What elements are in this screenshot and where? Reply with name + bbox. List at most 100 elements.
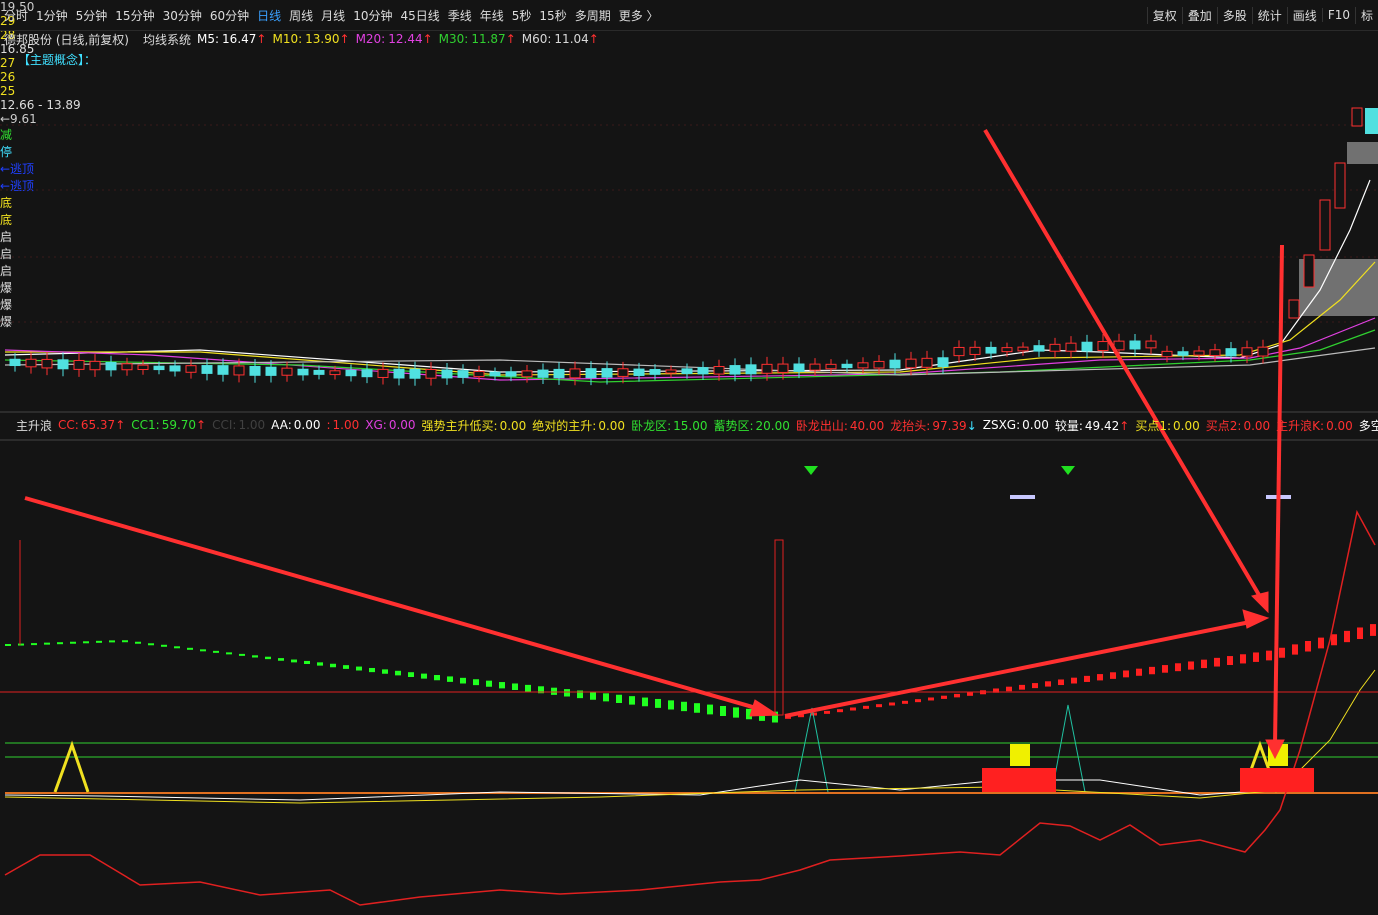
period-tab[interactable]: 日线 [257,8,282,23]
tool-button[interactable]: F10 [1321,8,1355,22]
shape [447,676,453,682]
period-tab[interactable]: 30分钟 [162,8,202,23]
period-tab[interactable]: 月线 [321,8,346,23]
period-tab[interactable]: 多周期 [574,8,611,23]
shape [9,358,21,367]
shape [649,369,661,375]
shape [1123,670,1129,678]
period-tab[interactable]: 分时 [4,8,29,23]
toolbar-right: 复权 叠加 多股 统计 画线 F10 标 [1146,0,1378,30]
ma-label: M20: [355,32,386,46]
indicator-item: CC: 65.37↑ [58,418,125,432]
shape [460,677,466,684]
candles [9,107,1378,386]
shape [1303,254,1315,288]
shape [694,703,700,713]
shape [1214,657,1220,667]
shape [18,643,24,646]
shape [313,369,325,375]
tool-button[interactable]: 统计 [1251,6,1287,24]
indicator-item: 龙抬头: 97.39↓ [890,417,976,434]
period-tab[interactable]: 1分钟 [36,8,68,23]
shape [233,365,245,376]
indicator-item: 强势主升低买: 0.00 [422,417,527,434]
period-tab[interactable]: 60分钟 [209,8,250,23]
shape [1177,351,1189,356]
shape [1370,624,1376,636]
period-tab[interactable]: 年线 [479,8,504,23]
tool-button[interactable]: 复权 [1146,6,1182,24]
shape [521,370,533,378]
item-value: 0.00 [1243,418,1271,433]
price-label: 29 [0,14,16,28]
period-tab[interactable]: 15分钟 [115,8,155,23]
shape [1241,347,1253,357]
annotation: 启 [0,264,13,278]
shape [89,360,101,371]
shape [733,707,739,718]
shape [395,670,401,676]
shape [1188,661,1194,670]
period-tab[interactable]: 10分钟 [353,8,393,23]
shape [1017,346,1029,352]
shape [1253,652,1259,662]
item-label: 较量: [1054,418,1083,433]
shape [473,679,479,686]
shape [361,369,373,378]
shape [161,644,167,647]
shape [200,649,206,652]
shape [1149,666,1155,675]
indicator-item: AA: 0.00 [271,418,320,432]
ma-system: 均线系统 [143,32,192,47]
item-trend: ↑ [1119,418,1130,433]
shape [121,363,133,371]
ma-trend: ↑ [588,32,599,46]
shape [174,646,180,649]
shape [876,704,882,708]
shape [590,691,596,700]
period-tab[interactable]: 更多 〉 [618,8,659,23]
period-tab[interactable]: 周线 [289,8,314,23]
item-label: 绝对的主升: [532,418,597,433]
period-tab[interactable]: 45日线 [400,8,440,23]
item-label: 蓄势区: [713,418,754,433]
tool-button[interactable]: 画线 [1286,6,1322,24]
ma-trend: ↑ [256,32,267,46]
shape [1331,634,1337,646]
item-trend: ↓ [966,418,977,433]
item-trend: ↑ [115,418,126,432]
ma-value: 16.47 [222,32,257,46]
indicator-item: 较量: 49.42↑ [1055,417,1129,434]
item-value: 20.00 [755,418,790,433]
price-zone [1347,142,1378,164]
shape [1240,654,1246,664]
shape [655,698,661,708]
annotation: 爆 [0,298,13,312]
price-label: 19.50 [0,0,35,14]
item-value: 1.00 [332,418,360,432]
period-tab[interactable]: 15秒 [539,8,567,23]
ma-item: M30: 11.87↑ [439,32,516,46]
indicator-item: CC1: 59.70↑ [131,418,206,432]
tool-button[interactable]: 叠加 [1181,6,1217,24]
tool-button[interactable]: 多股 [1216,6,1252,24]
shape [148,643,154,646]
tool-button[interactable]: 标 [1354,6,1378,24]
shape [798,714,804,718]
shape [720,706,726,716]
shape [617,368,629,377]
shape [585,368,597,379]
shape [57,642,63,645]
stock-name: 德邦股份 (日线,前复权) [4,32,129,47]
price-label: 12.66 - 13.89 [0,98,81,112]
period-tab[interactable]: 5秒 [511,8,532,23]
period-tab[interactable]: 季线 [447,8,472,23]
item-label: 买点1: [1135,418,1172,433]
shape [857,362,869,369]
annotation: 底 [0,196,13,210]
period-tab[interactable]: 5分钟 [75,8,108,23]
shape [382,669,388,674]
shape [265,656,271,660]
